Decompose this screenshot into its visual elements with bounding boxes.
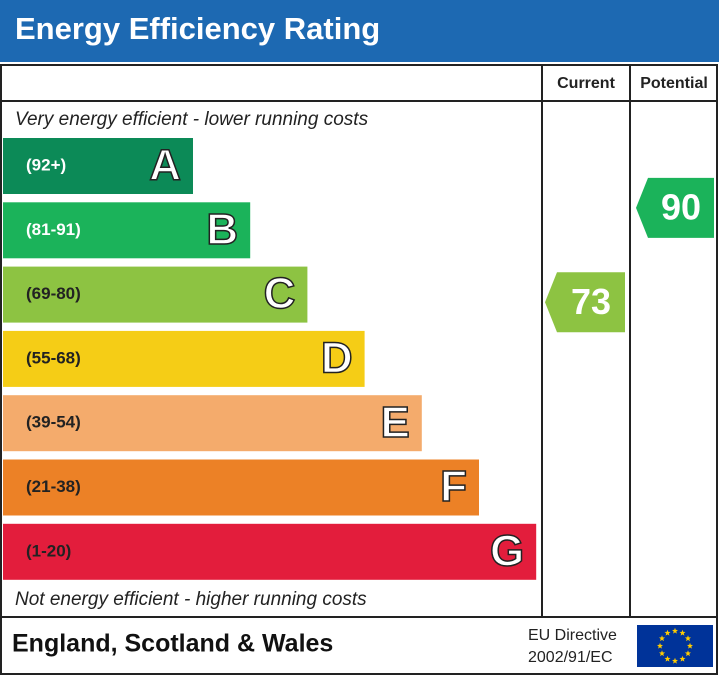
- band-range: (21-38): [26, 477, 81, 496]
- eu-star: [672, 627, 678, 634]
- bottom-note: Not energy efficient - higher running co…: [15, 589, 367, 610]
- band: [3, 138, 193, 194]
- directive: EU Directive: [528, 627, 617, 644]
- eu-star: [672, 657, 678, 664]
- band: [3, 266, 308, 323]
- band-range: (69-80): [26, 284, 81, 303]
- eu-stars: [657, 627, 693, 664]
- band-range: (92+): [26, 155, 66, 174]
- eu-star: [679, 655, 686, 662]
- band-letter: C: [264, 269, 296, 318]
- directive: 2002/91/EC: [528, 649, 613, 666]
- eu-star: [687, 642, 693, 649]
- band-letter: B: [206, 205, 238, 254]
- eu-star: [664, 655, 671, 662]
- column-header: Potential: [640, 75, 708, 92]
- band: [3, 459, 479, 516]
- band: [3, 330, 365, 387]
- rating-arrow: [636, 177, 714, 238]
- band-range: (1-20): [26, 541, 71, 560]
- rating-value: 90: [661, 186, 701, 227]
- band-letter: D: [321, 334, 353, 383]
- rating-value: 73: [571, 281, 611, 322]
- eu-star: [684, 635, 691, 642]
- eu-star: [679, 629, 686, 636]
- eu-star: [659, 650, 666, 657]
- eu-star: [659, 635, 666, 642]
- title: Energy Efficiency Rating: [15, 11, 380, 46]
- eu-star: [684, 650, 691, 657]
- band: [3, 523, 537, 580]
- frame: [0, 64, 718, 675]
- rating-arrow: [545, 272, 625, 333]
- eu-star: [657, 642, 663, 649]
- band: [3, 395, 422, 452]
- eu-star: [664, 629, 671, 636]
- region: England, Scotland & Wales: [12, 630, 333, 658]
- band-range: (39-54): [26, 413, 81, 432]
- band-letter: E: [380, 398, 409, 447]
- band-range: (81-91): [26, 220, 81, 239]
- column-header: Current: [557, 75, 615, 92]
- top-note: Very energy efficient - lower running co…: [15, 109, 369, 130]
- band: [3, 202, 251, 259]
- band-letter: F: [440, 462, 467, 511]
- header-bar: [0, 0, 719, 62]
- band-letter: G: [490, 526, 524, 575]
- band-range: (55-68): [26, 348, 81, 367]
- band-letter: A: [149, 141, 181, 190]
